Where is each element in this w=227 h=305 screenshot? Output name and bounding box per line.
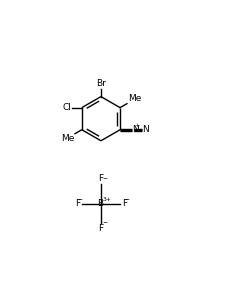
Text: N: N (142, 125, 148, 134)
Text: Cl: Cl (62, 103, 71, 112)
Text: F: F (121, 199, 126, 208)
Text: −: − (102, 176, 107, 181)
Text: F: F (98, 224, 103, 233)
Text: B: B (96, 199, 103, 208)
Text: +: + (134, 123, 140, 128)
Text: Me: Me (127, 94, 141, 103)
Text: F: F (75, 199, 80, 208)
Text: F: F (98, 174, 103, 183)
Text: 3+: 3+ (102, 197, 111, 202)
Text: Br: Br (96, 79, 105, 88)
Text: −: − (102, 219, 107, 224)
Text: Me: Me (60, 134, 74, 143)
Text: −: − (77, 196, 82, 201)
Text: −: − (124, 196, 128, 201)
Text: N: N (131, 125, 138, 134)
